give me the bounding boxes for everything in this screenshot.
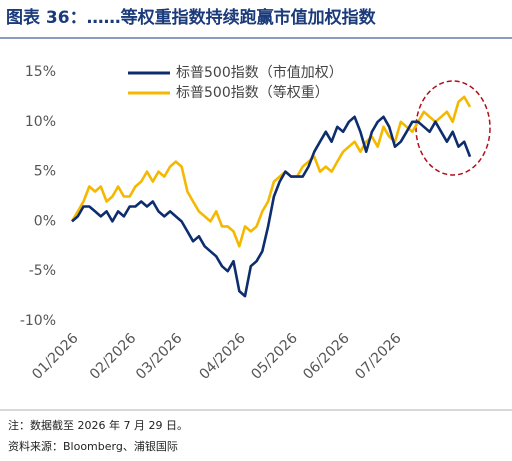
y-tick-label: -5% <box>29 263 56 279</box>
x-tick-label: 01/2026 <box>29 330 82 383</box>
y-tick-label: 15% <box>25 64 56 80</box>
note: 注：数据截至 2026 年 7 月 29 日。 <box>8 418 188 432</box>
y-tick-label: 10% <box>25 114 56 130</box>
y-tick-label: -10% <box>20 313 56 329</box>
chart-title: 图表 36：……等权重指数持续跑赢市值加权指数 <box>6 7 377 28</box>
legend-label: 标普500指数（市值加权） <box>176 64 343 81</box>
series-line <box>71 115 472 298</box>
legend-label: 标普500指数（等权重） <box>176 84 329 101</box>
y-tick-label: 0% <box>34 213 56 229</box>
x-tick-label: 02/2026 <box>87 330 140 383</box>
x-tick-label: 04/2026 <box>196 330 249 383</box>
x-tick-label: 03/2026 <box>133 330 186 383</box>
source: 资料来源：Bloomberg、浦银国际 <box>8 439 178 453</box>
x-tick-label: 06/2026 <box>300 330 353 383</box>
y-tick-label: 5% <box>34 164 56 180</box>
x-tick-label: 07/2026 <box>352 330 405 383</box>
series-line <box>70 95 472 248</box>
x-tick-label: 05/2026 <box>248 330 301 383</box>
